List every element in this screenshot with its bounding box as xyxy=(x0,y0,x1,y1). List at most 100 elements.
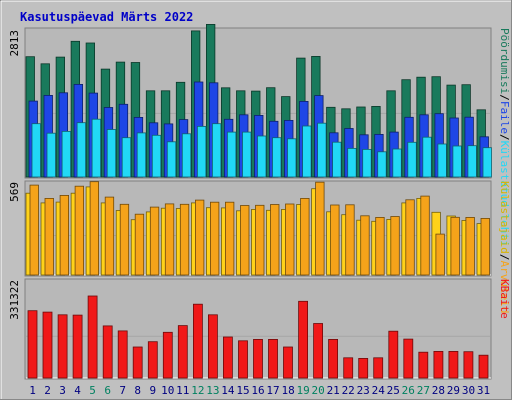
x-tick-label: 17 xyxy=(266,384,279,397)
bar-kbaite-day-15 xyxy=(238,340,248,379)
bar-k-lastatud-lehti-day-5 xyxy=(91,118,101,178)
x-tick-label: 9 xyxy=(149,384,156,397)
x-tick-label: 24 xyxy=(372,384,386,397)
bar-kbaite-day-26 xyxy=(403,338,414,379)
bar-arvuteid-day-18 xyxy=(285,203,295,276)
bar-k-lastatud-lehti-day-22 xyxy=(347,147,357,178)
bar-k-lastatud-lehti-day-27 xyxy=(422,136,432,178)
legend-entry: Faile xyxy=(498,101,511,134)
bar-k-lastatud-lehti-day-16 xyxy=(257,135,267,178)
bar-kbaite-day-12 xyxy=(192,303,203,379)
bar-k-lastatud-lehti-day-20 xyxy=(317,122,327,178)
x-tick-label: 28 xyxy=(432,384,445,397)
bar-kbaite-day-27 xyxy=(418,351,429,379)
x-tick-label: 30 xyxy=(462,384,475,397)
bar-k-lastatud-lehti-day-25 xyxy=(392,148,402,178)
bar-kbaite-day-1 xyxy=(27,310,38,379)
bar-arvuteid-day-28 xyxy=(435,233,445,276)
bar-arvuteid-day-3 xyxy=(59,194,69,276)
x-tick-label: 14 xyxy=(221,384,235,397)
bar-kbaite-day-2 xyxy=(42,311,53,379)
x-tick-label: 5 xyxy=(89,384,96,397)
legend-visitors: Külastajaid/Arvuteid xyxy=(498,181,511,313)
bar-k-lastatud-lehti-day-4 xyxy=(76,122,86,178)
x-tick-label: 26 xyxy=(402,384,415,397)
bar-k-lastatud-lehti-day-30 xyxy=(467,145,477,178)
bar-kbaite-day-7 xyxy=(117,330,128,379)
bar-arvuteid-day-4 xyxy=(74,185,84,276)
legend-entry: Arvuteid xyxy=(498,260,511,313)
bar-kbaite-day-23 xyxy=(358,357,369,379)
bar-arvuteid-day-5 xyxy=(89,181,99,276)
x-tick-label: 8 xyxy=(134,384,141,397)
bar-kbaite-day-17 xyxy=(268,338,278,379)
bar-kbaite-day-22 xyxy=(343,357,354,379)
y-max-label-visitors: 569 xyxy=(8,182,21,202)
bar-k-lastatud-lehti-day-8 xyxy=(136,132,147,178)
bar-k-lastatud-lehti-day-31 xyxy=(482,147,492,178)
chart-title: Kasutuspäevad Märts 2022 xyxy=(20,10,193,24)
bar-arvuteid-day-19 xyxy=(300,197,310,276)
bar-k-lastatud-lehti-day-21 xyxy=(332,141,342,178)
x-tick-label: 2 xyxy=(44,384,51,397)
bar-arvuteid-day-15 xyxy=(240,205,250,276)
legend-entry: Külastatud lehti xyxy=(498,141,511,247)
bar-arvuteid-day-16 xyxy=(255,204,265,276)
bar-k-lastatud-lehti-day-10 xyxy=(166,141,177,178)
x-tick-label: 13 xyxy=(206,384,219,397)
bar-arvuteid-day-7 xyxy=(119,203,130,276)
bar-arvuteid-day-21 xyxy=(330,204,340,276)
bar-k-lastatud-lehti-day-7 xyxy=(121,137,132,178)
bar-kbaite-day-19 xyxy=(298,300,309,379)
bar-arvuteid-day-10 xyxy=(164,203,175,276)
bar-kbaite-day-4 xyxy=(72,314,83,379)
x-tick-label: 16 xyxy=(251,384,264,397)
x-tick-label: 12 xyxy=(191,384,204,397)
legend-traffic: KBaite xyxy=(498,279,511,319)
x-tick-label: 25 xyxy=(387,384,400,397)
bar-arvuteid-day-11 xyxy=(179,203,190,276)
bar-kbaite-day-24 xyxy=(373,357,384,379)
bar-arvuteid-day-27 xyxy=(420,195,430,276)
bar-kbaite-day-18 xyxy=(283,346,293,379)
bar-k-lastatud-lehti-day-11 xyxy=(181,133,192,178)
bar-k-lastatud-lehti-day-18 xyxy=(287,138,297,178)
bar-arvuteid-day-17 xyxy=(270,204,280,276)
bar-kbaite-day-8 xyxy=(132,346,143,379)
legend-separator: / xyxy=(498,94,511,101)
bar-arvuteid-day-6 xyxy=(104,196,115,276)
bar-kbaite-day-14 xyxy=(222,336,233,379)
bar-kbaite-day-28 xyxy=(433,350,444,379)
x-tick-label: 10 xyxy=(161,384,174,397)
x-tick-label: 22 xyxy=(342,384,355,397)
bar-k-lastatud-lehti-day-9 xyxy=(151,134,162,178)
bar-k-lastatud-lehti-day-2 xyxy=(46,132,56,178)
y-max-label-traffic: 331322 xyxy=(8,280,21,320)
bar-k-lastatud-lehti-day-29 xyxy=(452,145,462,178)
bar-arvuteid-day-31 xyxy=(480,217,490,276)
legend-separator: / xyxy=(498,134,511,141)
bar-kbaite-day-11 xyxy=(177,325,188,379)
x-tick-label: 3 xyxy=(59,384,66,397)
bar-arvuteid-day-24 xyxy=(375,216,385,276)
bar-k-lastatud-lehti-day-13 xyxy=(211,123,222,178)
bar-arvuteid-day-26 xyxy=(405,199,415,276)
legend-entry: Külastajaid xyxy=(498,181,511,254)
x-axis-day-labels: 1 2 3 4 5 6 7 8 9 10 11 12 13 14 15 16 17 18 19 20 21 22 23 24 2… xyxy=(29,384,490,397)
bar-arvuteid-day-30 xyxy=(465,216,475,276)
bar-k-lastatud-lehti-day-26 xyxy=(407,141,417,178)
bar-k-lastatud-lehti-day-14 xyxy=(226,131,237,178)
bar-k-lastatud-lehti-day-1 xyxy=(31,123,41,178)
bar-k-lastatud-lehti-day-6 xyxy=(106,129,117,178)
bars xyxy=(25,23,492,379)
x-tick-label: 11 xyxy=(176,384,189,397)
bar-arvuteid-day-29 xyxy=(450,216,460,276)
x-tick-label: 29 xyxy=(447,384,460,397)
bar-kbaite-day-16 xyxy=(253,338,263,379)
bar-kbaite-day-30 xyxy=(463,351,474,379)
bar-arvuteid-day-12 xyxy=(194,199,205,276)
x-tick-label: 31 xyxy=(477,384,490,397)
bar-arvuteid-day-23 xyxy=(360,215,370,276)
bar-kbaite-day-6 xyxy=(102,325,113,379)
